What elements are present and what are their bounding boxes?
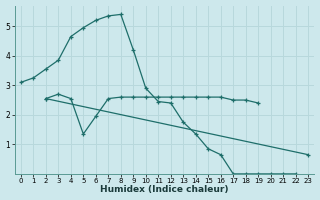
X-axis label: Humidex (Indice chaleur): Humidex (Indice chaleur) [100,185,229,194]
